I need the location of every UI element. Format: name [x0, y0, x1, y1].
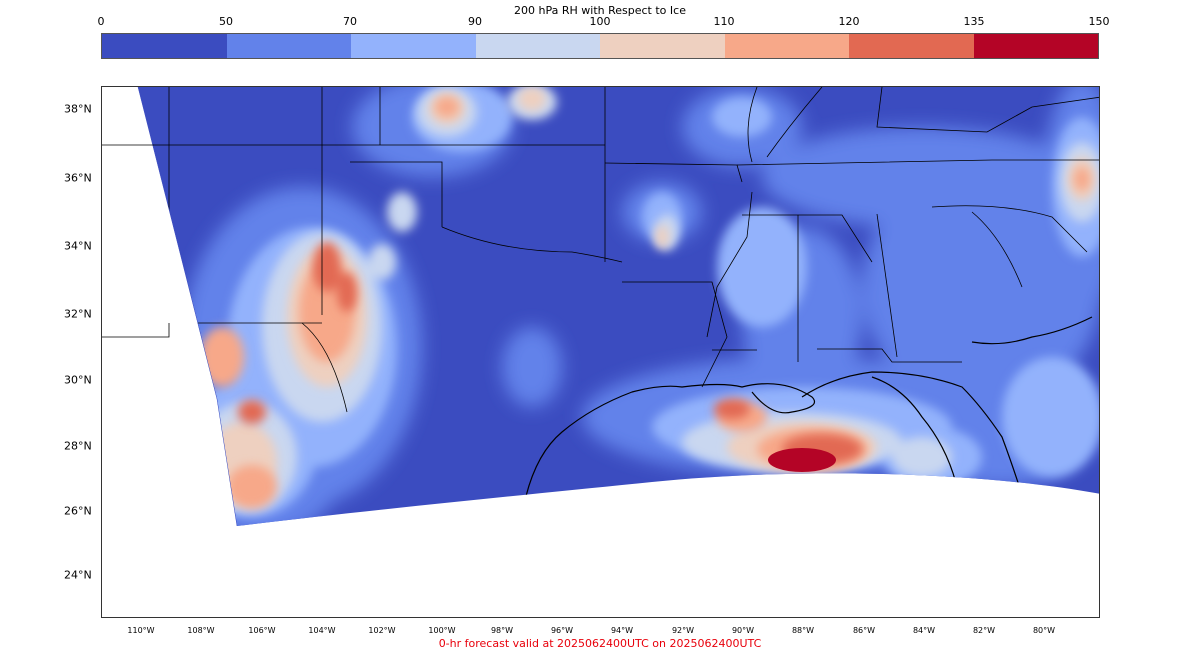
colorbar-segment — [600, 34, 725, 58]
lat-label: 38°N — [64, 102, 92, 116]
lon-label: 110°W — [127, 626, 155, 635]
colorbar-segment — [351, 34, 476, 58]
lon-label: 108°W — [187, 626, 215, 635]
lat-label: 34°N — [64, 239, 92, 253]
lon-label: 90°W — [731, 626, 755, 635]
lon-label: 94°W — [610, 626, 634, 635]
lon-label: 96°W — [550, 626, 574, 635]
lat-label: 28°N — [64, 439, 92, 453]
rh-field-135-150 — [768, 448, 836, 472]
colorbar-segment — [226, 34, 351, 58]
colorbar-tick: 70 — [343, 15, 357, 28]
lat-label: 24°N — [64, 568, 92, 582]
domain-edge-left — [137, 87, 238, 527]
forecast-valid-text: 0-hr forecast valid at 2025062400UTC on … — [438, 637, 762, 650]
lon-label: 88°W — [791, 626, 815, 635]
lon-label: 106°W — [248, 626, 276, 635]
colorbar-tick: 110 — [713, 15, 735, 28]
colorbar-tick: 150 — [1088, 15, 1110, 28]
rh-map — [102, 87, 1099, 527]
colorbar-segment — [724, 34, 849, 58]
lon-label: 92°W — [671, 626, 695, 635]
lat-label: 36°N — [64, 171, 92, 185]
colorbar-segment — [475, 34, 600, 58]
colorbar — [101, 33, 1099, 59]
coastline — [521, 316, 1093, 526]
colorbar-tick: 100 — [589, 15, 611, 28]
lon-label: 84°W — [912, 626, 936, 635]
map-frame — [101, 86, 1100, 618]
colorbar-tick: 0 — [97, 15, 105, 28]
colorbar-tick: 120 — [838, 15, 860, 28]
lon-label: 82°W — [972, 626, 996, 635]
state-borders — [138, 87, 1099, 413]
colorbar-tick: 50 — [219, 15, 233, 28]
lat-label: 30°N — [64, 373, 92, 387]
colorbar-title: 200 hPa RH with Respect to Ice — [514, 4, 686, 17]
lon-label: 80°W — [1032, 626, 1056, 635]
outside-state-borders — [102, 144, 170, 338]
lon-label: 98°W — [490, 626, 514, 635]
lon-label: 102°W — [368, 626, 396, 635]
colorbar-segment — [102, 34, 227, 58]
colorbar-tick: 135 — [963, 15, 985, 28]
lat-label: 26°N — [64, 504, 92, 518]
lon-label: 86°W — [852, 626, 876, 635]
colorbar-segment — [849, 34, 974, 58]
colorbar-tick: 90 — [468, 15, 482, 28]
lat-label: 32°N — [64, 307, 92, 321]
lon-label: 100°W — [428, 626, 456, 635]
colorbar-segment — [973, 34, 1098, 58]
lon-label: 104°W — [308, 626, 336, 635]
